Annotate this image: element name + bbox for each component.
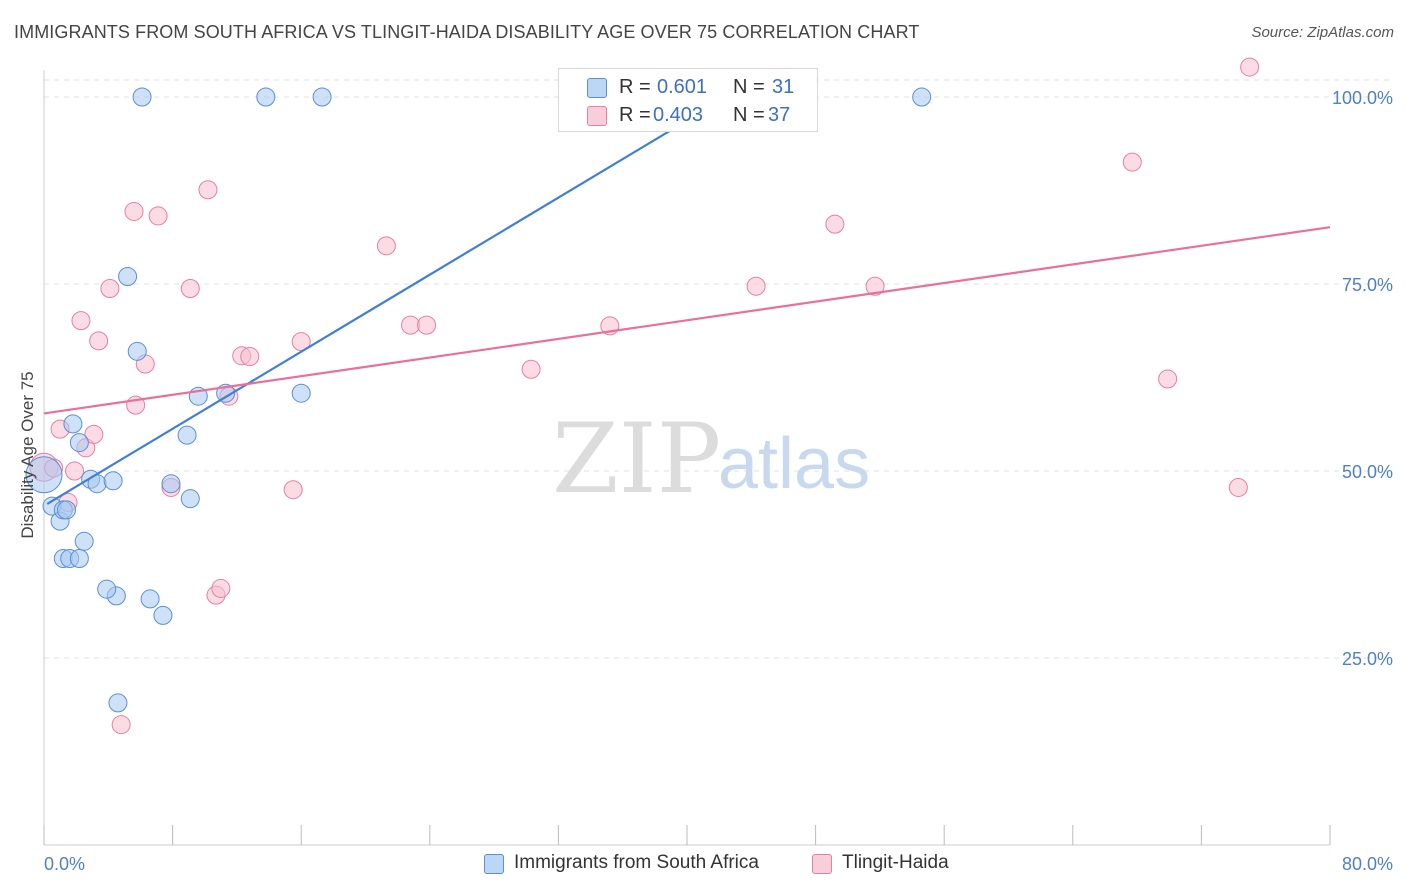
blue-point bbox=[177, 425, 197, 445]
pink-point bbox=[240, 347, 260, 367]
pink-point bbox=[100, 278, 120, 298]
blue-point bbox=[180, 489, 200, 509]
blue-point bbox=[291, 383, 311, 403]
pink-point bbox=[376, 236, 396, 256]
bottom-legend-swatch-blue bbox=[484, 854, 504, 874]
x-tick-label: 80.0% bbox=[1342, 854, 1393, 874]
bottom-legend-label: Tlingit-Haida bbox=[842, 852, 949, 873]
blue-point bbox=[69, 549, 89, 569]
blue-point bbox=[97, 579, 117, 599]
y-tick-label: 100.0% bbox=[1332, 88, 1393, 108]
pink-point bbox=[1228, 477, 1248, 497]
pink-point bbox=[401, 315, 421, 335]
legend-r-label: R = bbox=[619, 104, 651, 126]
correlation-legend: R = 0.601 N = 31 R = 0.403 N = 37 bbox=[558, 68, 818, 132]
blue-trend-line bbox=[46, 81, 752, 505]
legend-r-value: 0.601 bbox=[657, 76, 708, 98]
blue-point bbox=[57, 500, 77, 520]
pink-point bbox=[71, 311, 91, 331]
pink-point bbox=[865, 276, 885, 296]
y-axis-title: Disability Age Over 75 bbox=[18, 371, 37, 538]
pink-point bbox=[65, 461, 85, 481]
blue-point bbox=[132, 87, 152, 107]
blue-point bbox=[256, 87, 276, 107]
blue-point bbox=[103, 471, 123, 491]
pink-point bbox=[417, 315, 437, 335]
legend-r-label: R = bbox=[619, 76, 651, 98]
x-tick-label: 0.0% bbox=[44, 854, 85, 874]
blue-point bbox=[25, 456, 63, 494]
y-tick-label: 25.0% bbox=[1342, 649, 1393, 669]
pink-point bbox=[89, 331, 109, 351]
pink-point bbox=[180, 278, 200, 298]
trend-lines bbox=[43, 81, 1331, 505]
tick-labels: 100.0% 75.0% 50.0% 25.0% 0.0% 80.0% bbox=[44, 88, 1393, 874]
pink-trend-line bbox=[43, 226, 1331, 415]
pink-point bbox=[521, 359, 541, 379]
pink-point bbox=[1240, 57, 1260, 77]
grid bbox=[44, 79, 1392, 659]
blue-point bbox=[74, 531, 94, 551]
y-tick-label: 50.0% bbox=[1342, 462, 1393, 482]
pink-point bbox=[746, 276, 766, 296]
legend-swatch-pink bbox=[587, 106, 607, 126]
data-points bbox=[25, 57, 1260, 735]
blue-point bbox=[312, 87, 332, 107]
blue-point bbox=[118, 267, 138, 287]
pink-point bbox=[211, 578, 231, 598]
y-tick-label: 75.0% bbox=[1342, 275, 1393, 295]
blue-point bbox=[153, 605, 173, 625]
chart-title: IMMIGRANTS FROM SOUTH AFRICA VS TLINGIT-… bbox=[14, 22, 920, 42]
blue-point bbox=[127, 341, 147, 361]
legend-r-value: 0.403 bbox=[653, 104, 704, 126]
blue-point bbox=[912, 87, 932, 107]
watermark-zip: ZIP bbox=[552, 403, 721, 515]
legend-n-label: N = bbox=[733, 104, 765, 126]
pink-point bbox=[148, 206, 168, 226]
bottom-legend-label: Immigrants from South Africa bbox=[514, 852, 759, 873]
bottom-legend-swatch-pink bbox=[812, 854, 832, 874]
pink-point bbox=[124, 201, 144, 221]
pink-point bbox=[111, 715, 131, 735]
pink-point bbox=[84, 424, 104, 444]
blue-point bbox=[161, 474, 181, 494]
legend-n-label: N = bbox=[733, 76, 765, 98]
legend-swatch-blue bbox=[587, 78, 607, 98]
pink-point bbox=[283, 480, 303, 500]
watermark: ZIP atlas bbox=[552, 403, 870, 515]
blue-point bbox=[108, 693, 128, 713]
legend-row-south-africa: R = 0.601 N = 31 bbox=[559, 73, 817, 101]
legend-row-tlingit-haida: R = 0.403 N = 37 bbox=[559, 101, 817, 129]
pink-point bbox=[1122, 152, 1142, 172]
blue-point bbox=[69, 433, 89, 453]
pink-point bbox=[198, 180, 218, 200]
pink-point bbox=[1158, 369, 1178, 389]
blue-point bbox=[63, 414, 83, 434]
pink-point bbox=[825, 214, 845, 234]
legend-n-value: 31 bbox=[772, 76, 795, 98]
legend-n-value: 37 bbox=[768, 104, 791, 126]
source-label: Source: ZipAtlas.com bbox=[1251, 24, 1394, 41]
watermark-atlas: atlas bbox=[718, 424, 870, 504]
blue-point bbox=[140, 589, 160, 609]
